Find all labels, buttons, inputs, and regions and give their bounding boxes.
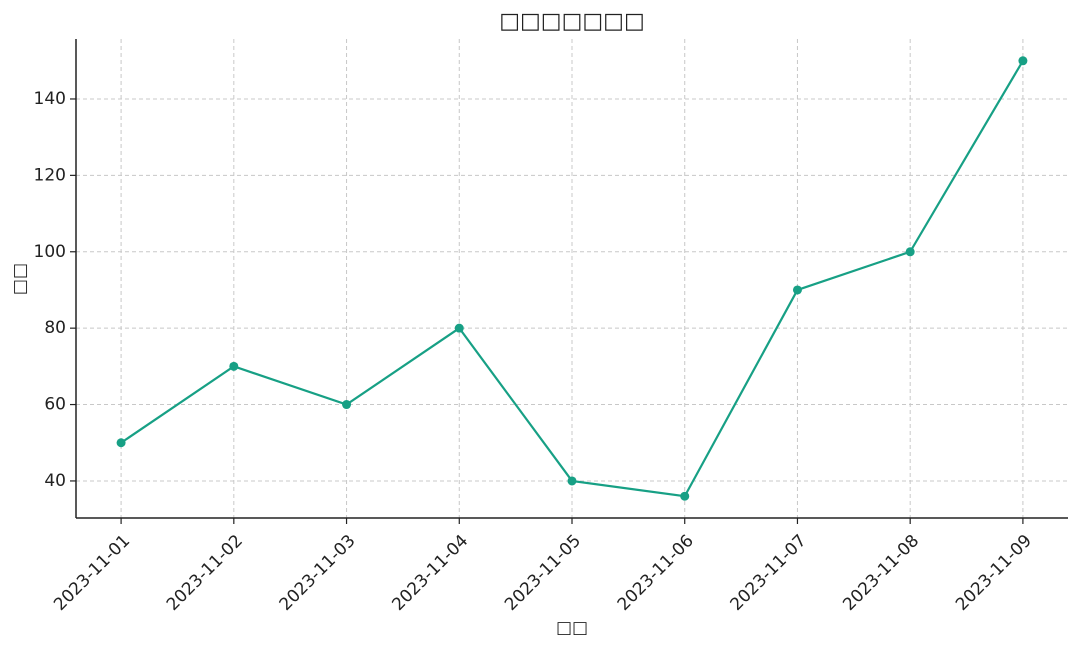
y-tick-label: 120 xyxy=(34,165,66,185)
chart-title: □□□□□□□ xyxy=(499,9,645,34)
data-point xyxy=(454,323,464,333)
x-tick-label: 2023-11-06 xyxy=(614,531,698,615)
data-point xyxy=(1018,56,1028,66)
y-tick-label: 80 xyxy=(44,318,66,338)
y-tick-label: 140 xyxy=(34,89,66,109)
y-axis-label: □□ xyxy=(10,263,30,295)
grid-layer xyxy=(76,39,1068,518)
x-axis-label: □□ xyxy=(556,618,588,638)
x-tick-label: 2023-11-05 xyxy=(501,531,585,615)
data-point xyxy=(680,491,690,501)
data-point xyxy=(792,285,802,295)
data-point xyxy=(905,247,915,257)
data-point xyxy=(229,361,239,371)
data-point xyxy=(567,476,577,486)
x-tick-label: 2023-11-02 xyxy=(163,531,247,615)
mark-layer xyxy=(116,56,1028,501)
data-point xyxy=(116,438,126,448)
y-tick-label: 100 xyxy=(34,242,66,262)
x-tick-label: 2023-11-08 xyxy=(839,531,923,615)
x-tick-label: 2023-11-01 xyxy=(50,531,134,615)
y-tick-label: 40 xyxy=(44,471,66,491)
x-tick-label: 2023-11-07 xyxy=(727,531,811,615)
data-point xyxy=(342,400,352,410)
y-tick-label: 60 xyxy=(44,395,66,415)
x-tick-label: 2023-11-09 xyxy=(952,531,1036,615)
x-tick-label: 2023-11-03 xyxy=(276,531,360,615)
x-tick-label: 2023-11-04 xyxy=(388,531,472,615)
